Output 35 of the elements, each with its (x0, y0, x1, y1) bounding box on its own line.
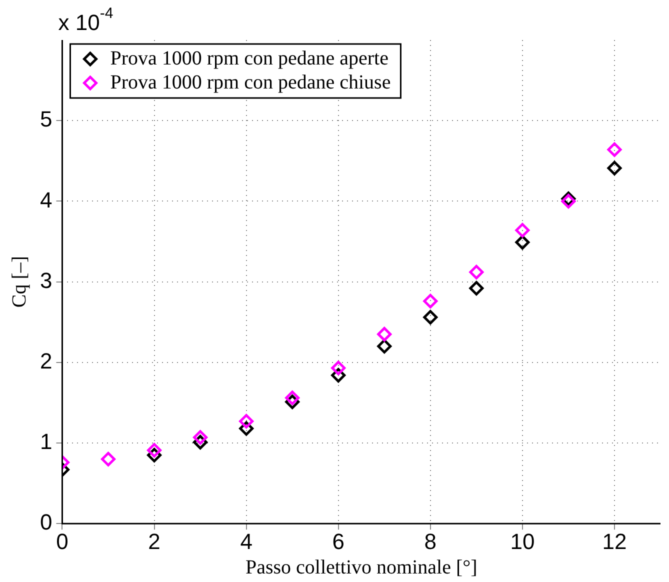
point (147, 448, 162, 462)
point (331, 360, 346, 376)
point (193, 430, 208, 445)
x-tick-label: 4 (240, 528, 252, 554)
point (423, 294, 438, 308)
x-tick-label: 0 (56, 528, 68, 554)
y-axis-title: Cq [–] (8, 256, 30, 308)
point (607, 160, 622, 176)
y-tick-label: 5 (40, 106, 52, 132)
y-tick-label: 0 (40, 510, 52, 535)
point (285, 390, 300, 406)
y-tick-label: 4 (40, 187, 52, 212)
point (101, 452, 116, 466)
point (377, 339, 392, 354)
y-tick-label: 1 (40, 429, 52, 454)
point (469, 264, 484, 280)
legend-label: Prova 1000 rpm con pedane chiuse (110, 71, 391, 94)
point (423, 310, 438, 325)
point (377, 326, 392, 342)
x-tick-label: 12 (602, 528, 627, 554)
y-tick-label: 3 (40, 268, 52, 293)
x-axis-title: Passo collettivo nominale [°] (245, 556, 478, 578)
legend-label: Prova 1000 rpm con pedane aperte (110, 47, 389, 70)
x-tick-label: 10 (510, 528, 535, 554)
point (607, 142, 622, 157)
point (515, 222, 530, 238)
point (239, 414, 254, 428)
point (469, 281, 484, 296)
x-tick-label: 2 (148, 528, 160, 554)
point (193, 434, 208, 450)
point (515, 235, 530, 250)
x-tick-label: 8 (424, 528, 437, 554)
y-tick-label: 2 (40, 348, 52, 374)
point (147, 443, 162, 458)
x-tick-label: 6 (332, 528, 344, 554)
